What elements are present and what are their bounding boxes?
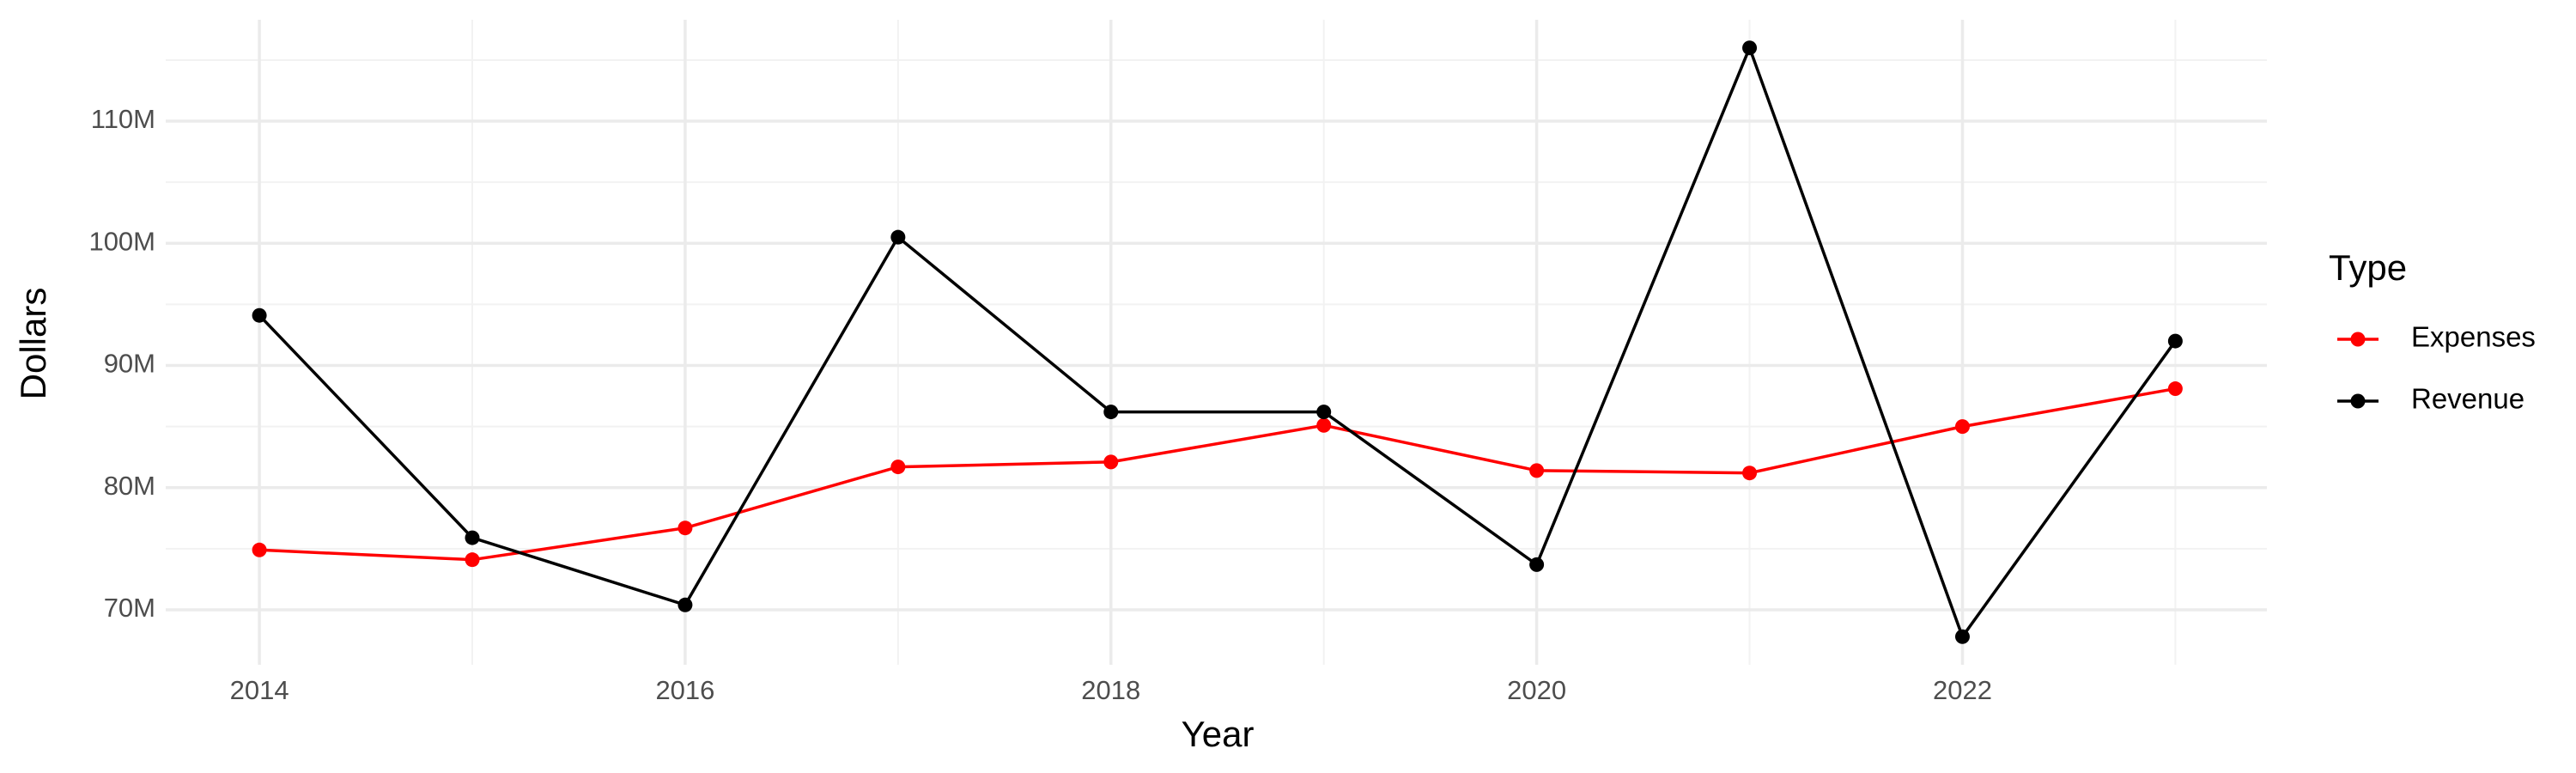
x-tick-label: 2020: [1507, 675, 1566, 705]
legend-key-point: [2350, 393, 2366, 409]
data-point: [1529, 557, 1545, 572]
data-point: [1316, 417, 1332, 433]
data-point: [677, 520, 693, 536]
data-point: [890, 460, 906, 475]
x-tick-label: 2016: [655, 675, 714, 705]
series-line: [259, 386, 2176, 562]
data-point: [1316, 405, 1332, 420]
legend-label: Revenue: [2411, 383, 2524, 415]
x-tick-label: 2014: [230, 675, 289, 705]
data-point: [1103, 405, 1119, 420]
data-point: [465, 530, 480, 545]
y-axis-title: Dollars: [13, 288, 53, 400]
data-point: [2167, 333, 2183, 349]
y-tick-label: 110M: [91, 104, 155, 134]
y-tick-label: 100M: [88, 226, 155, 256]
data-point: [252, 542, 267, 557]
legend-key-point: [2350, 332, 2366, 347]
data-point: [677, 597, 693, 612]
y-tick-label: 90M: [104, 349, 155, 379]
x-tick-label: 2018: [1081, 675, 1140, 705]
data-point: [1529, 463, 1545, 478]
data-point: [890, 229, 906, 245]
x-axis-title: Year: [1182, 714, 1255, 754]
data-point: [1742, 40, 1758, 56]
data-point: [1103, 454, 1119, 470]
series-line: [258, 43, 2177, 640]
y-tick-label: 80M: [104, 471, 155, 501]
legend-title: Type: [2329, 247, 2407, 288]
y-tick-label: 70M: [104, 593, 155, 623]
legend-label: Expenses: [2411, 321, 2536, 353]
data-point: [1742, 466, 1758, 481]
data-point: [465, 552, 480, 568]
data-point: [1954, 629, 1970, 644]
data-point: [2167, 381, 2183, 397]
data-point: [1954, 419, 1970, 435]
x-tick-label: 2022: [1933, 675, 1992, 705]
data-point: [252, 307, 267, 323]
